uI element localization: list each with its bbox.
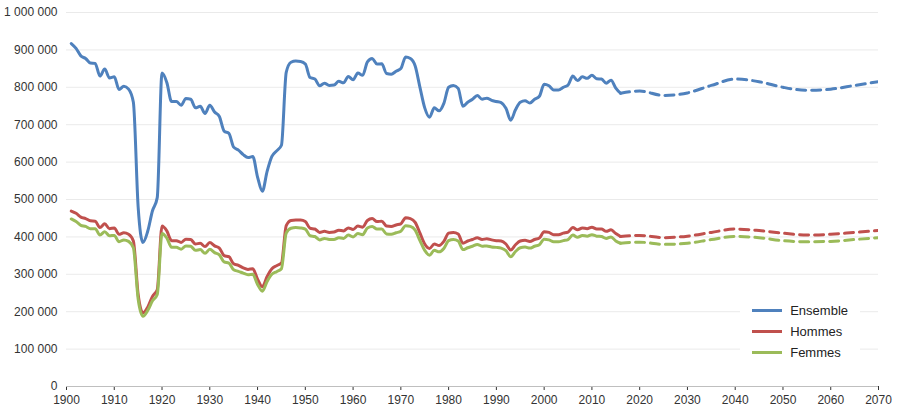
html-text:Femmes: Femmes	[790, 345, 841, 360]
html-text:Hommes: Hommes	[790, 324, 843, 339]
svg-text:100 000: 100 000	[14, 342, 58, 356]
svg-text:400 000: 400 000	[14, 230, 58, 244]
html-text:Ensemble: Ensemble	[790, 303, 848, 318]
svg-text:1980: 1980	[435, 393, 462, 407]
svg-text:2070: 2070	[865, 393, 892, 407]
svg-text:1950: 1950	[292, 393, 319, 407]
svg-text:1900: 1900	[53, 393, 80, 407]
svg-text:1920: 1920	[149, 393, 176, 407]
svg-text:1940: 1940	[244, 393, 271, 407]
svg-text:2040: 2040	[722, 393, 749, 407]
svg-text:2050: 2050	[770, 393, 797, 407]
svg-text:500 000: 500 000	[14, 192, 58, 206]
svg-text:1910: 1910	[101, 393, 128, 407]
svg-text:0: 0	[51, 379, 58, 393]
svg-text:700 000: 700 000	[14, 118, 58, 132]
svg-text:1970: 1970	[388, 393, 415, 407]
svg-text:900 000: 900 000	[14, 43, 58, 57]
svg-text:2010: 2010	[579, 393, 606, 407]
svg-text:1 000 000: 1 000 000	[4, 5, 58, 19]
svg-text:1960: 1960	[340, 393, 367, 407]
svg-text:2000: 2000	[531, 393, 558, 407]
svg-text:300 000: 300 000	[14, 267, 58, 281]
svg-text:1930: 1930	[196, 393, 223, 407]
svg-text:2020: 2020	[626, 393, 653, 407]
svg-text:200 000: 200 000	[14, 305, 58, 319]
svg-text:2030: 2030	[674, 393, 701, 407]
svg-text:600 000: 600 000	[14, 155, 58, 169]
svg-text:800 000: 800 000	[14, 80, 58, 94]
svg-text:1990: 1990	[483, 393, 510, 407]
svg-text:2060: 2060	[817, 393, 844, 407]
